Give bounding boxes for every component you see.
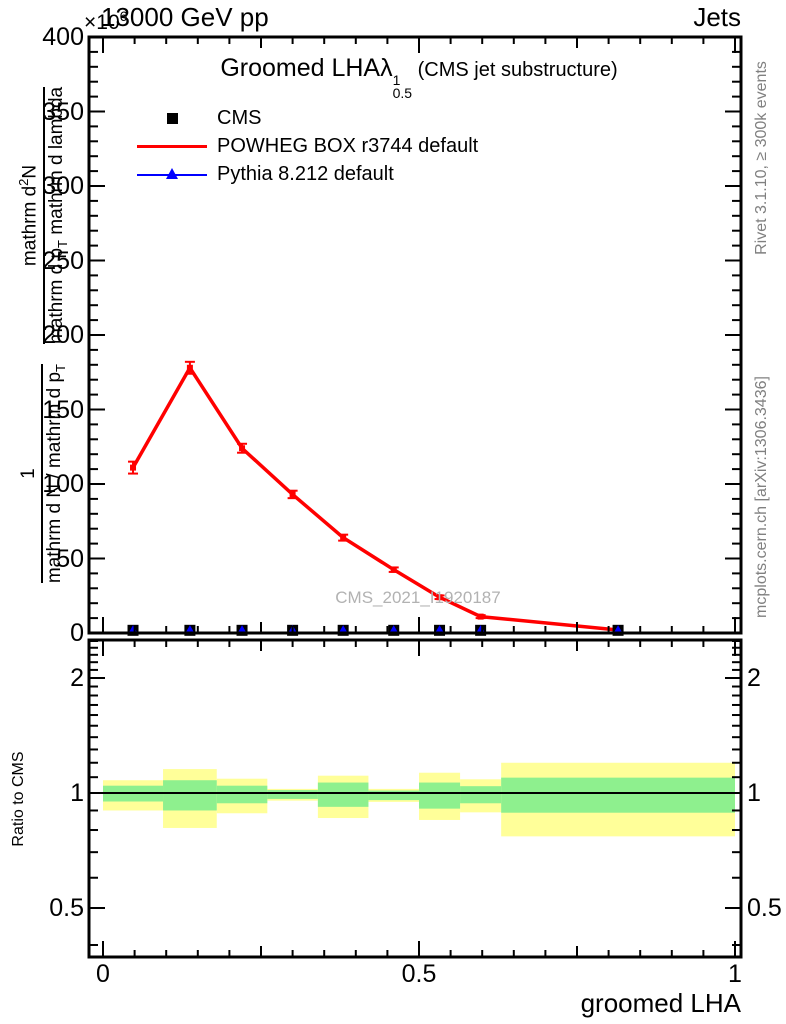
legend-item-pythia: Pythia 8.212 default [137,160,478,188]
rivet-version-note: Rivet 3.1.10, ≥ 300k events [753,61,770,255]
analysis-label: Jets [693,2,741,32]
mcplots-reference-note: mcplots.cern.ch [arXiv:1306.3436] [753,376,770,618]
legend-item-cms: CMS [137,104,478,132]
powheg-marker [477,613,484,620]
legend-item-powheg: POWHEG BOX r3744 default [137,132,478,160]
main-y-tick-label: 250 [42,246,84,275]
pythia-data-marker [435,625,445,634]
ratio-axis-title: Ratio to CMS [10,750,27,847]
powheg-line-swatch [137,136,207,156]
pythia-data-marker [338,625,348,634]
blue-triangle-icon [166,168,178,179]
lambda-exponents: 1 0.5 [392,72,413,101]
x-tick-label: 1 [728,960,742,988]
lambda-symbol: λ [380,54,393,82]
main-y-tick-label: 200 [42,321,84,349]
pythia-data-marker [613,625,623,634]
legend-label: POWHEG BOX r3744 default [217,134,479,157]
powheg-marker [239,445,246,452]
ratio-band-green [460,786,502,804]
legend-label: Pythia 8.212 default [217,162,394,185]
ratio-y-tick-label-right: 1 [747,779,761,807]
ratio-panel-frame [87,638,743,959]
plot-title-suffix: (CMS jet substructure) [412,59,618,81]
ratio-y-tick-label-left: 1 [70,779,84,807]
legend-label: CMS [217,106,262,129]
plot-title: Groomed LHAλ 1 0.5 (CMS jet substructure) [103,54,735,100]
powheg-marker [289,491,296,498]
ratio-band-green [501,777,735,813]
legend: CMS POWHEG BOX r3744 default Pythia 8.21… [137,104,478,188]
powheg-marker [390,566,397,573]
powheg-marker [130,464,137,471]
pythia-data-marker [237,625,247,634]
pythia-data-marker [185,625,195,634]
ratio-band-green [267,790,318,799]
main-y-tick-label: 0 [70,619,84,647]
y-axis-multiplier: ×106 [84,8,128,34]
ratio-y-tick-label-left: 2 [70,664,84,692]
powheg-marker [340,534,347,541]
beam-energy-label: 13000 GeV pp [101,2,269,32]
cms-marker-swatch [137,108,207,128]
analysis-watermark: CMS_2021_I1920187 [335,588,501,607]
red-line-icon [137,145,207,148]
black-square-icon [167,113,178,124]
pythia-line-swatch [137,164,207,184]
ratio-band-green [163,780,217,811]
main-y-tick-label: 400 [42,23,84,51]
ratio-y-tick-label-left: 0.5 [49,893,84,922]
main-y-tick-label: 300 [42,172,84,200]
x-axis-title: groomed LHA [580,988,741,1018]
main-y-tick-label: 50 [56,544,84,573]
powheg-marker [186,364,193,371]
main-y-tick-label: 100 [42,470,84,498]
ratio-band-green [317,782,369,807]
ratio-y-tick-label-right: 0.5 [747,893,782,922]
main-y-tick-label: 150 [42,395,84,424]
plot-title-main: Groomed LHA [220,54,381,82]
pythia-data-marker [389,625,399,634]
ratio-y-tick-label-right: 2 [747,664,761,692]
ratio-band-green [216,785,268,804]
main-y-tick-label: 350 [42,97,84,126]
ratio-band-green [368,790,419,801]
powheg-marker [436,594,443,601]
x-tick-label: 0 [96,960,110,988]
ratio-band-green [419,782,461,809]
x-tick-label: 0.5 [401,960,437,988]
